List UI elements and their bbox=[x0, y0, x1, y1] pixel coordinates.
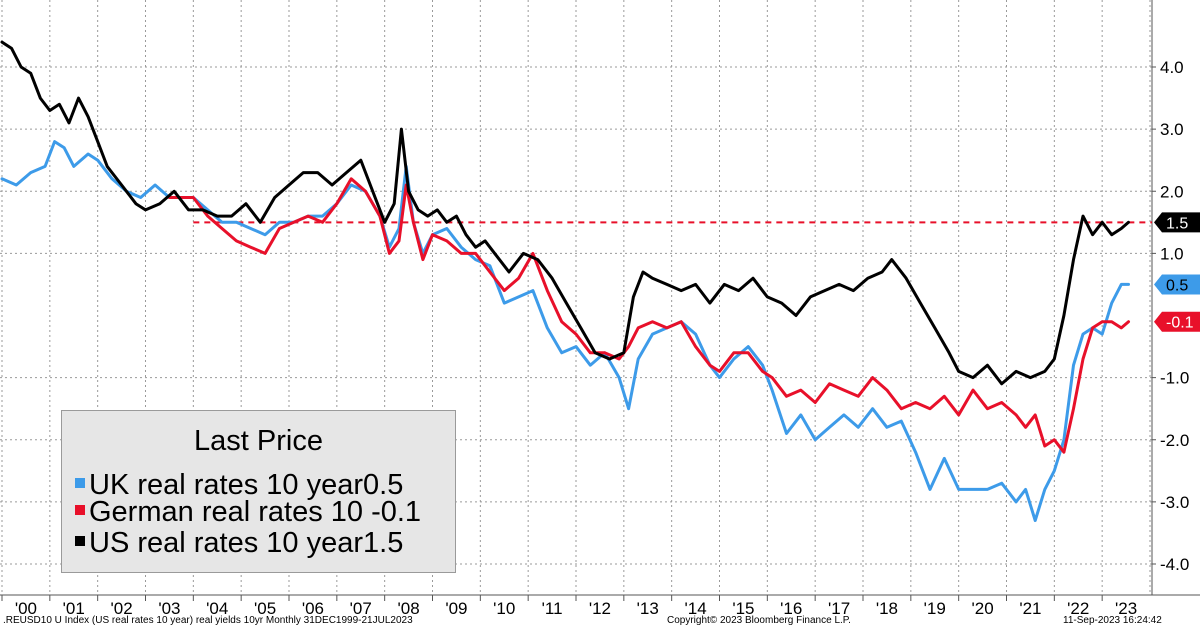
y-tick-label: 2.0 bbox=[1160, 182, 1184, 201]
x-tick-label: '00 bbox=[15, 599, 37, 618]
us-last-value-tag bbox=[1154, 212, 1200, 233]
x-tick-label: '08 bbox=[398, 599, 420, 618]
footer-copyright: Copyright© 2023 Bloomberg Finance L.P. bbox=[667, 615, 851, 626]
legend-label-us: US real rates 10 year bbox=[89, 527, 364, 559]
legend-swatch-uk bbox=[75, 478, 85, 489]
x-tick-label: '12 bbox=[589, 599, 611, 618]
footer-timestamp: 11-Sep-2023 16:24:42 bbox=[1063, 615, 1162, 626]
x-tick-label: '23 bbox=[1115, 599, 1137, 618]
x-axis: '00 '01 '02 '03 '04 '05 '06 '07 '08 '09 '10 '11 '12 '… bbox=[1, 595, 1137, 618]
x-tick-label: '20 bbox=[972, 599, 994, 618]
series-lines bbox=[0, 40, 1152, 522]
legend-swatch-us bbox=[75, 536, 85, 547]
x-tick-label: '03 bbox=[158, 599, 180, 618]
x-tick-label: '19 bbox=[924, 599, 946, 618]
us-last-value-tag-label: 1.5 bbox=[1166, 215, 1188, 232]
x-tick-label: '07 bbox=[350, 599, 372, 618]
x-tick-label: '14 bbox=[685, 599, 707, 618]
x-tick-label: '18 bbox=[876, 599, 898, 618]
y-tick-label: 1.0 bbox=[1160, 244, 1184, 263]
legend-row-uk: UK real rates 10 year0.5 bbox=[75, 469, 403, 502]
y-tick-label: 4.0 bbox=[1160, 58, 1184, 77]
uk-last-value-tag-label: 0.5 bbox=[1166, 277, 1188, 294]
x-tick-label: '01 bbox=[63, 599, 85, 618]
legend-value-uk: 0.5 bbox=[363, 469, 404, 501]
german-last-value-tag-label: -0.1 bbox=[1166, 315, 1194, 332]
x-tick-label: '11 bbox=[542, 599, 563, 618]
uk-last-value-tag bbox=[1154, 274, 1200, 295]
y-tick-label: 3.0 bbox=[1160, 120, 1184, 139]
legend-swatch-german bbox=[75, 505, 85, 516]
y-tick-label: -2.0 bbox=[1160, 431, 1189, 450]
x-tick-label: '02 bbox=[111, 599, 133, 618]
legend-label-uk: UK real rates 10 year bbox=[89, 469, 364, 501]
legend: Last Price UK real rates 10 year0.5 Germ… bbox=[61, 410, 456, 573]
x-tick-label: '13 bbox=[637, 599, 659, 618]
us-series-line bbox=[0, 40, 1130, 386]
x-tick-label: '16 bbox=[780, 599, 802, 618]
x-tick-label: '09 bbox=[445, 599, 467, 618]
legend-row-german: German real rates 10 -0.1 bbox=[75, 496, 421, 529]
legend-label-german: German real rates 10 bbox=[89, 496, 364, 528]
footer-source: .REUSD10 U Index (US real rates 10 year)… bbox=[3, 615, 413, 626]
legend-row-us: US real rates 10 year1.5 bbox=[75, 527, 403, 560]
y-tick-label: -3.0 bbox=[1160, 493, 1189, 512]
german-series-line bbox=[167, 177, 1130, 454]
x-tick-label: '05 bbox=[254, 599, 276, 618]
x-tick-label: '21 bbox=[1019, 599, 1041, 618]
x-tick-label: '04 bbox=[206, 599, 228, 618]
y-tick-label: -1.0 bbox=[1160, 369, 1189, 388]
legend-title: Last Price bbox=[194, 425, 323, 457]
x-tick-label: '22 bbox=[1067, 599, 1089, 618]
last-value-tags: 0.5 -0.1 1.5 bbox=[1154, 212, 1200, 332]
german-last-value-tag bbox=[1154, 311, 1200, 332]
legend-value-us: 1.5 bbox=[363, 527, 404, 559]
y-tick-label: -4.0 bbox=[1160, 555, 1189, 574]
x-tick-label: '15 bbox=[732, 599, 754, 618]
x-tick-label: '06 bbox=[302, 599, 324, 618]
x-tick-label: '10 bbox=[493, 599, 515, 618]
y-axis: 4.0 3.0 2.0 1.0 -1.0 -2.0 -3.0 -4.0 bbox=[1152, 58, 1189, 574]
legend-value-german: -0.1 bbox=[371, 496, 422, 528]
x-tick-label: '17 bbox=[828, 599, 850, 618]
